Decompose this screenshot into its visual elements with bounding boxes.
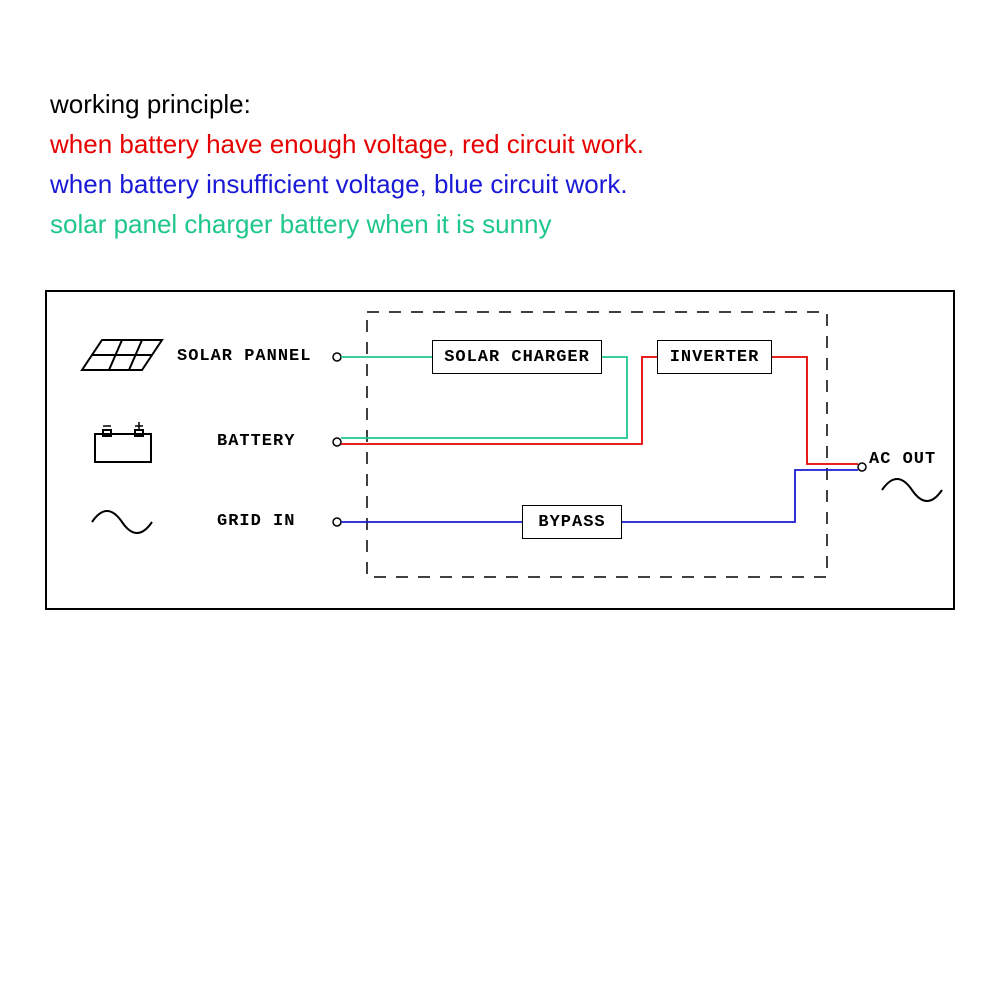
acout-sine-icon: [882, 479, 942, 501]
solar-panel-icon: [82, 340, 162, 370]
label-battery: BATTERY: [217, 432, 295, 451]
box-inverter: INVERTER: [657, 340, 772, 374]
grid-sine-icon: [92, 511, 152, 533]
circuit-diagram: SOLAR PANNEL BATTERY GRID IN AC OUT SOLA…: [45, 290, 955, 610]
heading-title: working principle:: [50, 85, 251, 124]
heading-green: solar panel charger battery when it is s…: [50, 205, 552, 244]
box-solar-charger: SOLAR CHARGER: [432, 340, 602, 374]
box-bypass: BYPASS: [522, 505, 622, 539]
heading-red: when battery have enough voltage, red ci…: [50, 125, 644, 164]
label-grid-in: GRID IN: [217, 512, 295, 531]
label-ac-out: AC OUT: [869, 450, 936, 469]
label-solar-panel: SOLAR PANNEL: [177, 347, 311, 366]
battery-icon: [95, 422, 151, 462]
heading-blue: when battery insufficient voltage, blue …: [50, 165, 628, 204]
